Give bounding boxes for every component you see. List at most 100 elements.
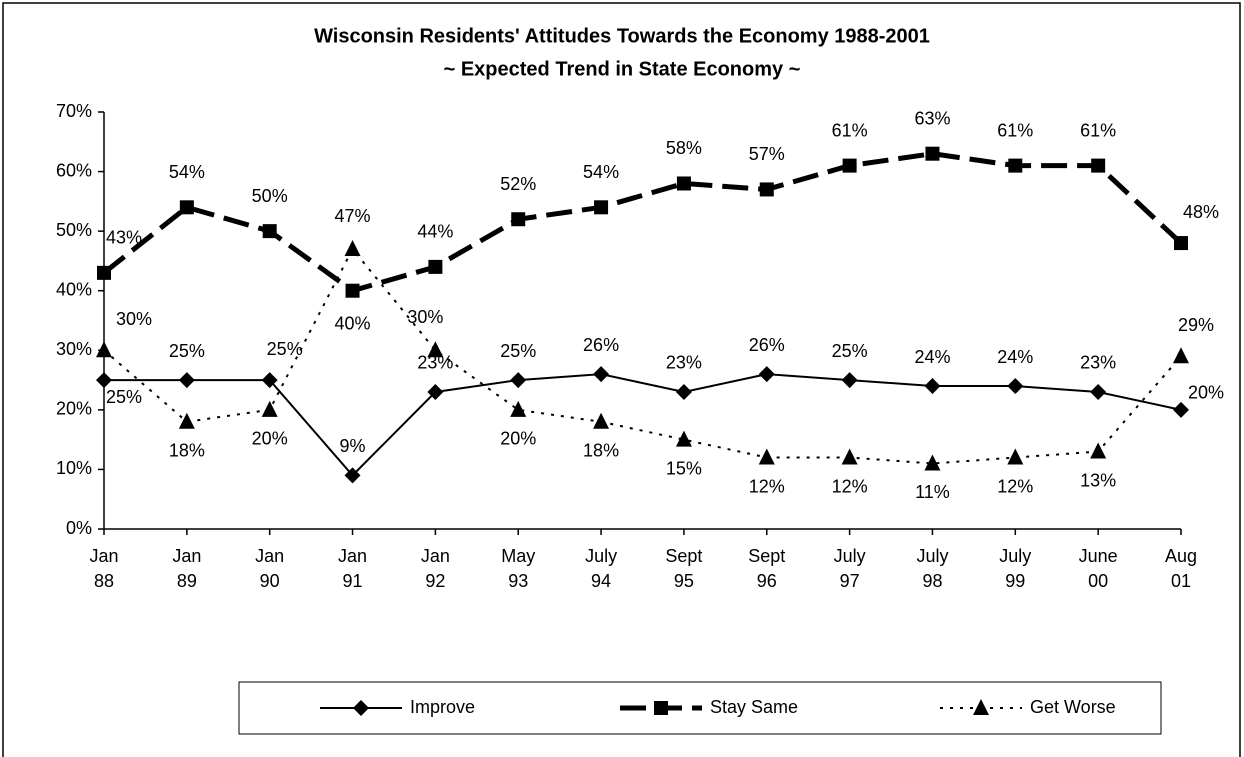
- data-label: 43%: [106, 228, 142, 248]
- marker: [427, 341, 444, 358]
- marker: [178, 372, 195, 389]
- marker: [924, 454, 941, 471]
- marker: [759, 182, 774, 197]
- x-tick-label-line: 94: [591, 571, 611, 591]
- marker: [97, 265, 111, 280]
- marker: [758, 448, 775, 465]
- data-label: 40%: [335, 313, 371, 333]
- marker: [510, 400, 527, 417]
- marker: [841, 372, 858, 389]
- data-label: 52%: [500, 174, 536, 194]
- marker: [428, 259, 443, 274]
- data-label: 25%: [169, 341, 205, 361]
- x-tick-label-line: 92: [425, 571, 445, 591]
- x-tick-label-line: 88: [94, 571, 114, 591]
- data-label: 63%: [914, 108, 950, 128]
- data-label: 9%: [340, 436, 366, 456]
- series-line: [102, 151, 1183, 294]
- chart-subtitle: ~ Expected Trend in State Economy ~: [444, 58, 801, 80]
- data-label: 11%: [915, 482, 950, 502]
- data-label: 30%: [116, 309, 152, 329]
- marker: [96, 372, 112, 389]
- y-tick-label: 60%: [56, 160, 92, 180]
- x-tick-label-line: Aug: [1165, 546, 1197, 566]
- x-tick-label-line: 91: [343, 571, 363, 591]
- data-label: 58%: [666, 138, 702, 158]
- marker: [1007, 448, 1024, 465]
- legend-label: Stay Same: [710, 697, 798, 717]
- marker: [1173, 347, 1189, 364]
- marker: [344, 240, 361, 257]
- x-tick-label-line: 01: [1171, 571, 1191, 591]
- marker: [179, 200, 194, 215]
- x-tick-label-line: July: [834, 546, 866, 566]
- marker: [842, 158, 857, 173]
- x-tick-label: May 93: [501, 546, 535, 591]
- x-tick-label: Jan 91: [338, 546, 367, 591]
- chart-title: Wisconsin Residents' Attitudes Towards t…: [314, 25, 930, 47]
- marker: [594, 200, 609, 215]
- marker: [344, 467, 361, 484]
- x-tick-label-line: 96: [757, 571, 777, 591]
- x-tick-label-line: Sept: [748, 546, 785, 566]
- x-tick-label-line: 93: [508, 571, 528, 591]
- y-tick-label: 10%: [56, 458, 92, 478]
- data-label: 20%: [500, 429, 536, 449]
- x-tick-label-line: Jan: [421, 546, 450, 566]
- x-tick-label: July 99: [999, 546, 1031, 591]
- data-label: 61%: [832, 120, 868, 140]
- data-label: 15%: [666, 458, 702, 478]
- marker: [1091, 158, 1106, 173]
- x-tick-label-line: 90: [260, 571, 280, 591]
- data-label: 18%: [169, 441, 205, 461]
- x-tick-label-line: Jan: [172, 546, 201, 566]
- data-label: 13%: [1080, 470, 1116, 490]
- x-tick-label-line: Jan: [89, 546, 118, 566]
- marker: [353, 700, 369, 716]
- marker: [925, 146, 940, 161]
- y-tick-label: 70%: [56, 101, 92, 121]
- x-tick-label: Jan 89: [172, 546, 201, 591]
- data-label: 24%: [914, 347, 950, 367]
- series-line: [104, 373, 1182, 477]
- data-label: 25%: [106, 387, 142, 407]
- data-label: 23%: [666, 353, 702, 373]
- x-tick-label-line: 00: [1088, 571, 1108, 591]
- x-tick-label-line: May: [501, 546, 535, 566]
- marker: [841, 448, 858, 465]
- legend-label: Get Worse: [1030, 697, 1116, 717]
- marker: [178, 412, 195, 429]
- data-label: 24%: [997, 347, 1033, 367]
- y-tick-label: 20%: [56, 399, 92, 419]
- data-label: 47%: [335, 206, 371, 226]
- data-label: 26%: [583, 335, 619, 355]
- data-label: 30%: [407, 307, 443, 327]
- x-tick-label-line: 99: [1005, 571, 1025, 591]
- x-tick-label: Sept 96: [748, 546, 785, 591]
- data-label: 23%: [1080, 353, 1116, 373]
- marker: [758, 366, 775, 383]
- marker: [261, 372, 278, 389]
- data-label: 23%: [417, 353, 453, 373]
- x-tick-label: July 94: [585, 546, 617, 591]
- marker: [593, 412, 610, 429]
- data-label: 25%: [500, 341, 536, 361]
- marker: [675, 430, 692, 447]
- marker: [1090, 383, 1107, 400]
- data-label: 48%: [1183, 202, 1219, 222]
- marker: [96, 341, 112, 358]
- data-label: 26%: [749, 335, 785, 355]
- x-tick-label-line: July: [585, 546, 617, 566]
- data-label: 61%: [997, 120, 1033, 140]
- x-tick-label: June 00: [1079, 546, 1118, 591]
- marker: [261, 400, 278, 417]
- data-label: 20%: [1188, 383, 1224, 403]
- x-tick-label-line: Jan: [255, 546, 284, 566]
- data-label: 57%: [749, 144, 785, 164]
- marker: [1090, 442, 1107, 459]
- marker: [510, 372, 527, 389]
- marker: [654, 701, 668, 715]
- x-tick-label-line: July: [916, 546, 948, 566]
- y-tick-label: 30%: [56, 339, 92, 359]
